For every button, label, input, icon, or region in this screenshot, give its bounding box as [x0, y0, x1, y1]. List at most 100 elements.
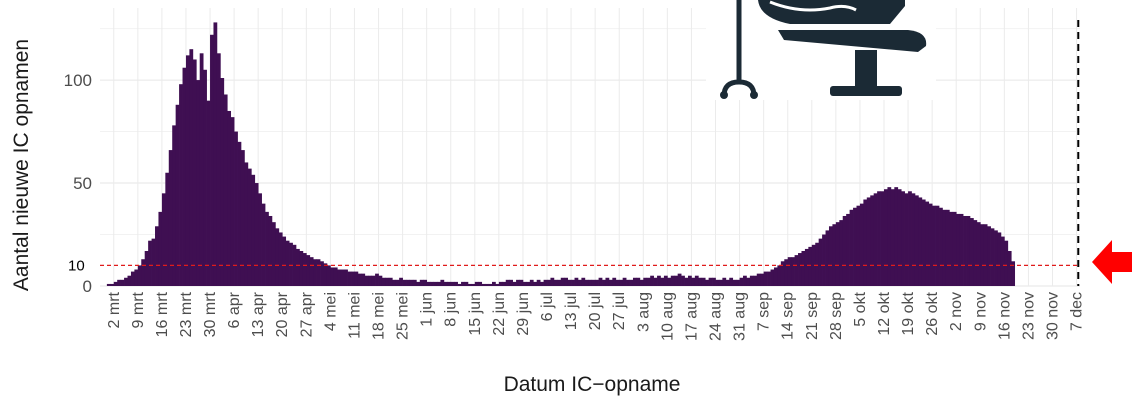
bar [110, 283, 115, 286]
x-tick-label: 11 mei [346, 292, 363, 339]
bar [921, 199, 926, 286]
bar [244, 162, 249, 286]
x-tick-label: 27 apr [298, 291, 315, 337]
bar [564, 277, 568, 286]
bar [216, 53, 221, 286]
bar [478, 281, 483, 286]
bar [351, 271, 355, 286]
bar [144, 250, 149, 286]
bar [849, 209, 854, 286]
bar [846, 213, 850, 286]
x-tick-label: 4 mei [322, 292, 339, 331]
bar [942, 209, 947, 286]
bar [430, 281, 434, 286]
bar [866, 197, 871, 286]
bar [251, 174, 256, 286]
bar [516, 279, 520, 286]
bar [206, 100, 211, 287]
bar [426, 281, 431, 286]
bar [240, 150, 245, 286]
bar [326, 265, 331, 286]
bar [292, 244, 297, 286]
bar [282, 236, 287, 286]
bar [512, 281, 517, 286]
x-tick-label: 2 mrt [106, 291, 123, 328]
bar [715, 279, 720, 286]
reference-layer: 10 [68, 257, 1080, 274]
bar [316, 259, 321, 286]
bar [268, 215, 273, 286]
bar [887, 187, 892, 286]
bar [646, 277, 651, 286]
bar [553, 279, 558, 286]
bar [622, 277, 627, 286]
bar [842, 215, 847, 286]
x-tick-label: 1 jun [419, 292, 436, 327]
bar [375, 273, 379, 286]
bar [663, 275, 668, 286]
x-tick-label: 21 sep [804, 292, 821, 340]
bar [519, 279, 524, 286]
x-tick-label: 15 jun [467, 292, 484, 336]
bar [467, 283, 472, 286]
bar [777, 265, 782, 286]
bar [385, 277, 390, 286]
bar [533, 281, 538, 286]
bar [340, 269, 345, 286]
bar [148, 240, 152, 286]
bar [330, 267, 335, 286]
bar [271, 222, 276, 286]
bar [567, 279, 572, 286]
bar [120, 279, 125, 286]
bar [488, 283, 493, 286]
x-tick-label: 7 dec [1069, 292, 1086, 331]
x-tick-label: 5 okt [852, 291, 869, 326]
bar [629, 279, 634, 286]
bar [185, 55, 190, 287]
y-tick-label: 0 [83, 277, 92, 296]
x-tick-label: 8 jun [443, 292, 460, 327]
reference-line-label: 10 [68, 257, 85, 274]
bar [210, 34, 214, 286]
bar [636, 277, 641, 286]
bar [223, 94, 228, 286]
bar [780, 261, 785, 286]
y-tick-labels: 0 50 100 [64, 71, 92, 296]
bar [412, 279, 417, 286]
bar [722, 277, 727, 286]
bar [306, 255, 311, 286]
bar [161, 193, 166, 286]
x-tick-label: 28 sep [828, 292, 845, 340]
bar [660, 277, 665, 286]
bar [106, 283, 111, 286]
bar [746, 277, 751, 286]
bar [708, 277, 713, 286]
x-tick-label: 29 jun [515, 292, 532, 336]
bar [179, 84, 183, 286]
bar [787, 257, 792, 286]
bar [602, 279, 606, 286]
bar [753, 275, 758, 286]
bar [684, 277, 689, 286]
bar [230, 117, 235, 286]
bar [681, 275, 685, 286]
bar-series [106, 22, 1016, 287]
bar [987, 226, 991, 286]
x-tick-label: 24 aug [708, 292, 725, 341]
bar [945, 209, 950, 286]
x-tick-label: 20 apr [274, 291, 291, 337]
bar [581, 277, 586, 286]
bar [808, 246, 813, 286]
bar [901, 191, 905, 286]
arrow-left-icon [1092, 240, 1132, 284]
bar [168, 150, 173, 286]
bar [199, 53, 204, 286]
bar [492, 281, 496, 286]
bar [495, 283, 500, 286]
bar [392, 279, 397, 286]
x-tick-label: 14 sep [780, 292, 797, 340]
bar [155, 226, 159, 286]
bar [457, 283, 462, 286]
bar [124, 277, 128, 286]
